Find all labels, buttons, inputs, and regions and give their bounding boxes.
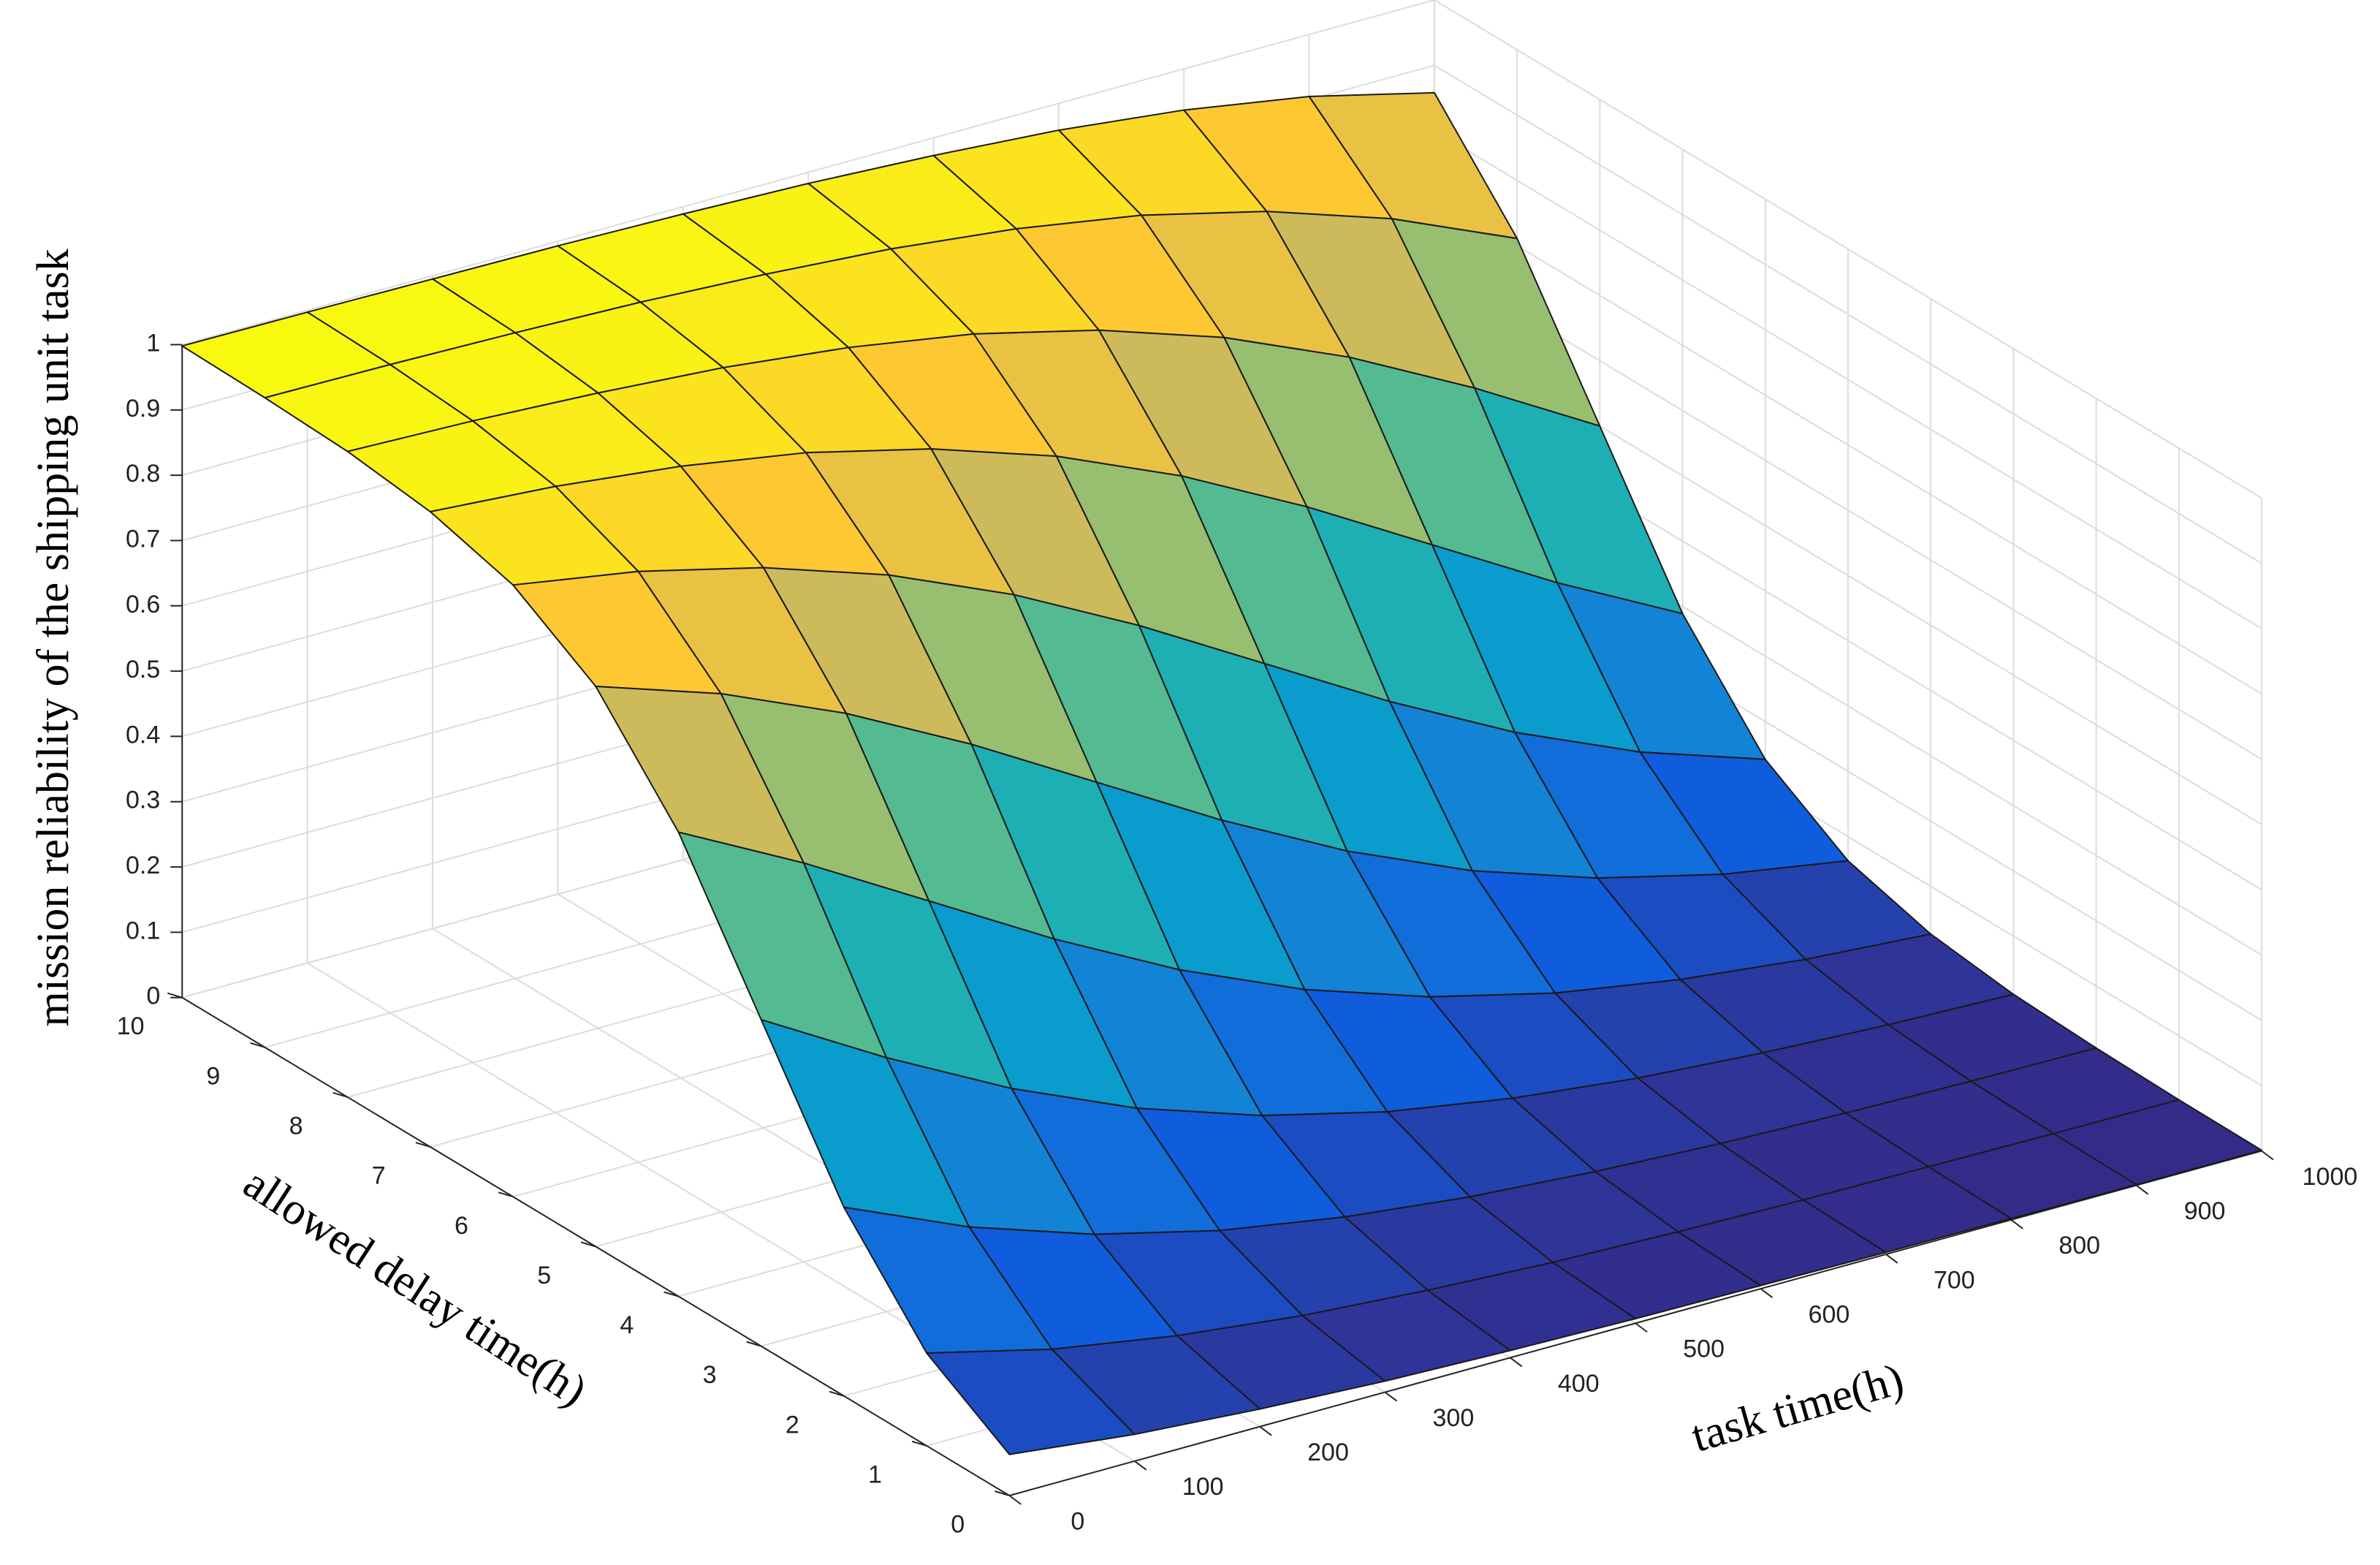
x-tick-label: 400 — [1558, 1370, 1600, 1398]
surface-patch — [926, 1348, 1136, 1455]
y-tick-label: 1 — [868, 1460, 882, 1488]
x-tick — [1008, 1495, 1022, 1505]
y-tick — [581, 1241, 596, 1248]
y-tick-label: 4 — [620, 1311, 634, 1339]
x-tick — [1510, 1357, 1523, 1368]
y-axis-line — [181, 996, 1010, 1496]
x-tick-label: 200 — [1307, 1439, 1349, 1466]
z-tick-label: 0.6 — [126, 591, 160, 618]
y-tick-label: 9 — [206, 1062, 220, 1090]
y-tick — [829, 1390, 845, 1397]
x-tick-label: 300 — [1433, 1404, 1475, 1432]
y-tick-label: 2 — [786, 1411, 799, 1439]
z-tick-label: 0.7 — [126, 525, 160, 553]
x-tick — [2261, 1150, 2274, 1161]
grid-line — [181, 0, 1435, 346]
x-tick — [2136, 1184, 2149, 1195]
y-tick-label: 3 — [703, 1361, 717, 1389]
grid-line — [1434, 0, 2262, 499]
z-tick-label: 0.8 — [126, 460, 160, 488]
x-axis-label: task time(h) — [1686, 1354, 1909, 1461]
y-tick — [911, 1440, 927, 1447]
y-tick — [664, 1291, 679, 1297]
x-tick-label: 1000 — [2303, 1163, 2358, 1191]
surface — [181, 91, 2262, 1455]
x-tick-label: 500 — [1683, 1335, 1725, 1363]
x-tick — [1885, 1254, 1898, 1264]
z-tick-label: 0.9 — [126, 395, 160, 422]
grid-line — [1434, 64, 2262, 564]
y-tick-label: 7 — [372, 1162, 386, 1190]
y-tick-label: 8 — [289, 1112, 303, 1140]
y-tick-label: 10 — [117, 1012, 145, 1040]
x-tick — [1134, 1460, 1147, 1471]
x-tick-label: 800 — [2058, 1232, 2100, 1259]
x-tick-label: 600 — [1809, 1300, 1850, 1328]
x-tick — [1635, 1322, 1648, 1333]
y-tick-label: 0 — [951, 1511, 965, 1539]
x-tick-label: 0 — [1071, 1507, 1084, 1535]
x-tick — [1384, 1391, 1398, 1402]
z-axis-label: mission reliability of the shipping unit… — [28, 249, 78, 1026]
x-tick-label: 900 — [2184, 1197, 2226, 1225]
z-tick-label: 0.1 — [126, 917, 160, 944]
z-tick-label: 1 — [146, 330, 160, 357]
y-tick — [995, 1490, 1010, 1496]
x-tick — [1259, 1425, 1272, 1436]
grid-line — [1434, 195, 2262, 695]
grid-line — [1434, 129, 2262, 629]
x-tick — [1760, 1288, 1773, 1298]
y-tick-label: 5 — [537, 1262, 551, 1289]
y-tick — [332, 1092, 348, 1098]
y-tick — [250, 1042, 265, 1048]
z-tick-label: 0.3 — [126, 787, 160, 814]
y-tick — [415, 1142, 431, 1148]
z-tick-label: 0.4 — [126, 721, 160, 749]
grid-line — [1434, 260, 2262, 760]
y-tick — [167, 992, 183, 999]
z-tick-label: 0 — [146, 982, 160, 1010]
z-tick-label: 0.5 — [126, 656, 160, 683]
x-tick-label: 700 — [1934, 1266, 1975, 1294]
x-tick — [2010, 1219, 2023, 1229]
y-tick — [746, 1341, 761, 1347]
y-tick-label: 6 — [455, 1212, 468, 1240]
x-tick-label: 100 — [1182, 1473, 1224, 1501]
z-tick-label: 0.2 — [126, 852, 160, 879]
y-tick — [498, 1191, 514, 1198]
